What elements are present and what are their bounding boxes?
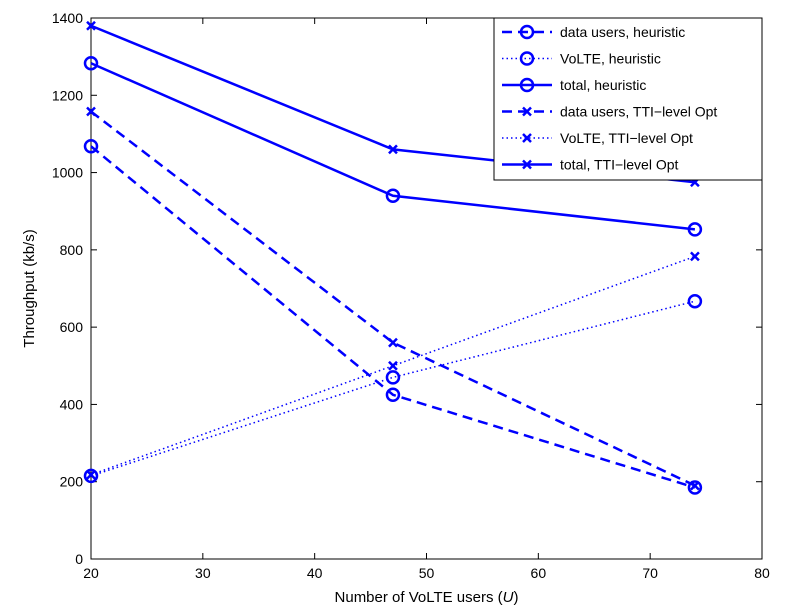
legend-swatch-marker [519,77,535,93]
legend-entry: total, heuristic [502,77,646,93]
marker-stroke [690,480,700,491]
legend-label: VoLTE, TTI−level Opt [560,130,693,146]
y-tick-label: 600 [60,319,84,335]
data-point [83,139,99,154]
data-point [385,370,401,385]
data-point [690,251,700,262]
legend-entry: data users, heuristic [502,24,685,40]
data-point [86,469,96,480]
legend-label: data users, heuristic [560,24,685,40]
x-axis-title: Number of VoLTE users (U) [335,589,519,606]
y-tick-label: 1200 [52,87,83,103]
data-point [388,360,398,371]
marker-stroke [388,144,398,155]
y-tick-label: 400 [60,396,84,412]
marker-stroke [388,337,398,348]
y-tick-label: 0 [75,551,83,567]
data-point [690,480,700,491]
legend-swatch-marker [519,24,535,40]
legend-swatch-marker [522,106,532,117]
y-tick-label: 1000 [52,165,83,181]
legend-box [493,17,763,181]
legend-label: total, heuristic [560,77,646,93]
legend-swatch-marker [522,133,532,143]
series-4 [86,251,700,480]
marker-stroke [86,106,96,117]
marker-stroke [388,360,398,371]
data-point [385,188,401,204]
series-line [90,62,696,231]
marker-stroke [522,106,532,117]
series-0 [83,139,703,495]
series-line [90,145,696,489]
x-tick-label: 30 [195,565,211,581]
y-axis-title: Throughput (kb/s) [21,229,38,347]
data-point [687,294,703,309]
data-point [388,144,398,155]
x-tick-label: 40 [307,565,323,581]
data-point [83,468,99,484]
series-3 [86,106,700,491]
series-1 [83,294,703,484]
legend-label: VoLTE, heuristic [560,51,661,67]
x-tick-label: 50 [419,565,435,581]
marker-stroke [86,20,96,31]
legend-label: data users, TTI−level Opt [560,104,717,120]
legend-entry: total, TTI−level Opt [502,157,679,173]
legend: data users, heuristic VoLTE, heuristic tot… [493,17,763,181]
x-tick-label: 60 [531,565,547,581]
x-tick-label: 70 [642,565,658,581]
marker-stroke [690,251,700,262]
x-tick-label: 80 [754,565,770,581]
data-point [687,480,703,495]
data-point [687,222,703,237]
legend-entry: VoLTE, heuristic [502,51,661,67]
data-point [388,337,398,348]
legend-entry: data users, TTI−level Opt [502,104,717,120]
x-tick-label: 20 [83,565,99,581]
legend-entry: VoLTE, TTI−level Opt [502,130,693,146]
legend-swatch-marker [522,159,532,170]
data-point [83,55,99,71]
data-point [385,387,401,403]
marker-stroke [522,159,532,170]
data-point [86,20,96,31]
y-tick-label: 800 [60,242,84,258]
y-tick-label: 200 [60,474,84,490]
marker-stroke [86,469,96,480]
marker-stroke [522,133,532,143]
legend-swatch-marker [519,51,535,66]
y-tick-label: 1400 [52,10,83,26]
series-2 [83,55,703,237]
legend-label: total, TTI−level Opt [560,157,679,173]
data-point [86,106,96,117]
